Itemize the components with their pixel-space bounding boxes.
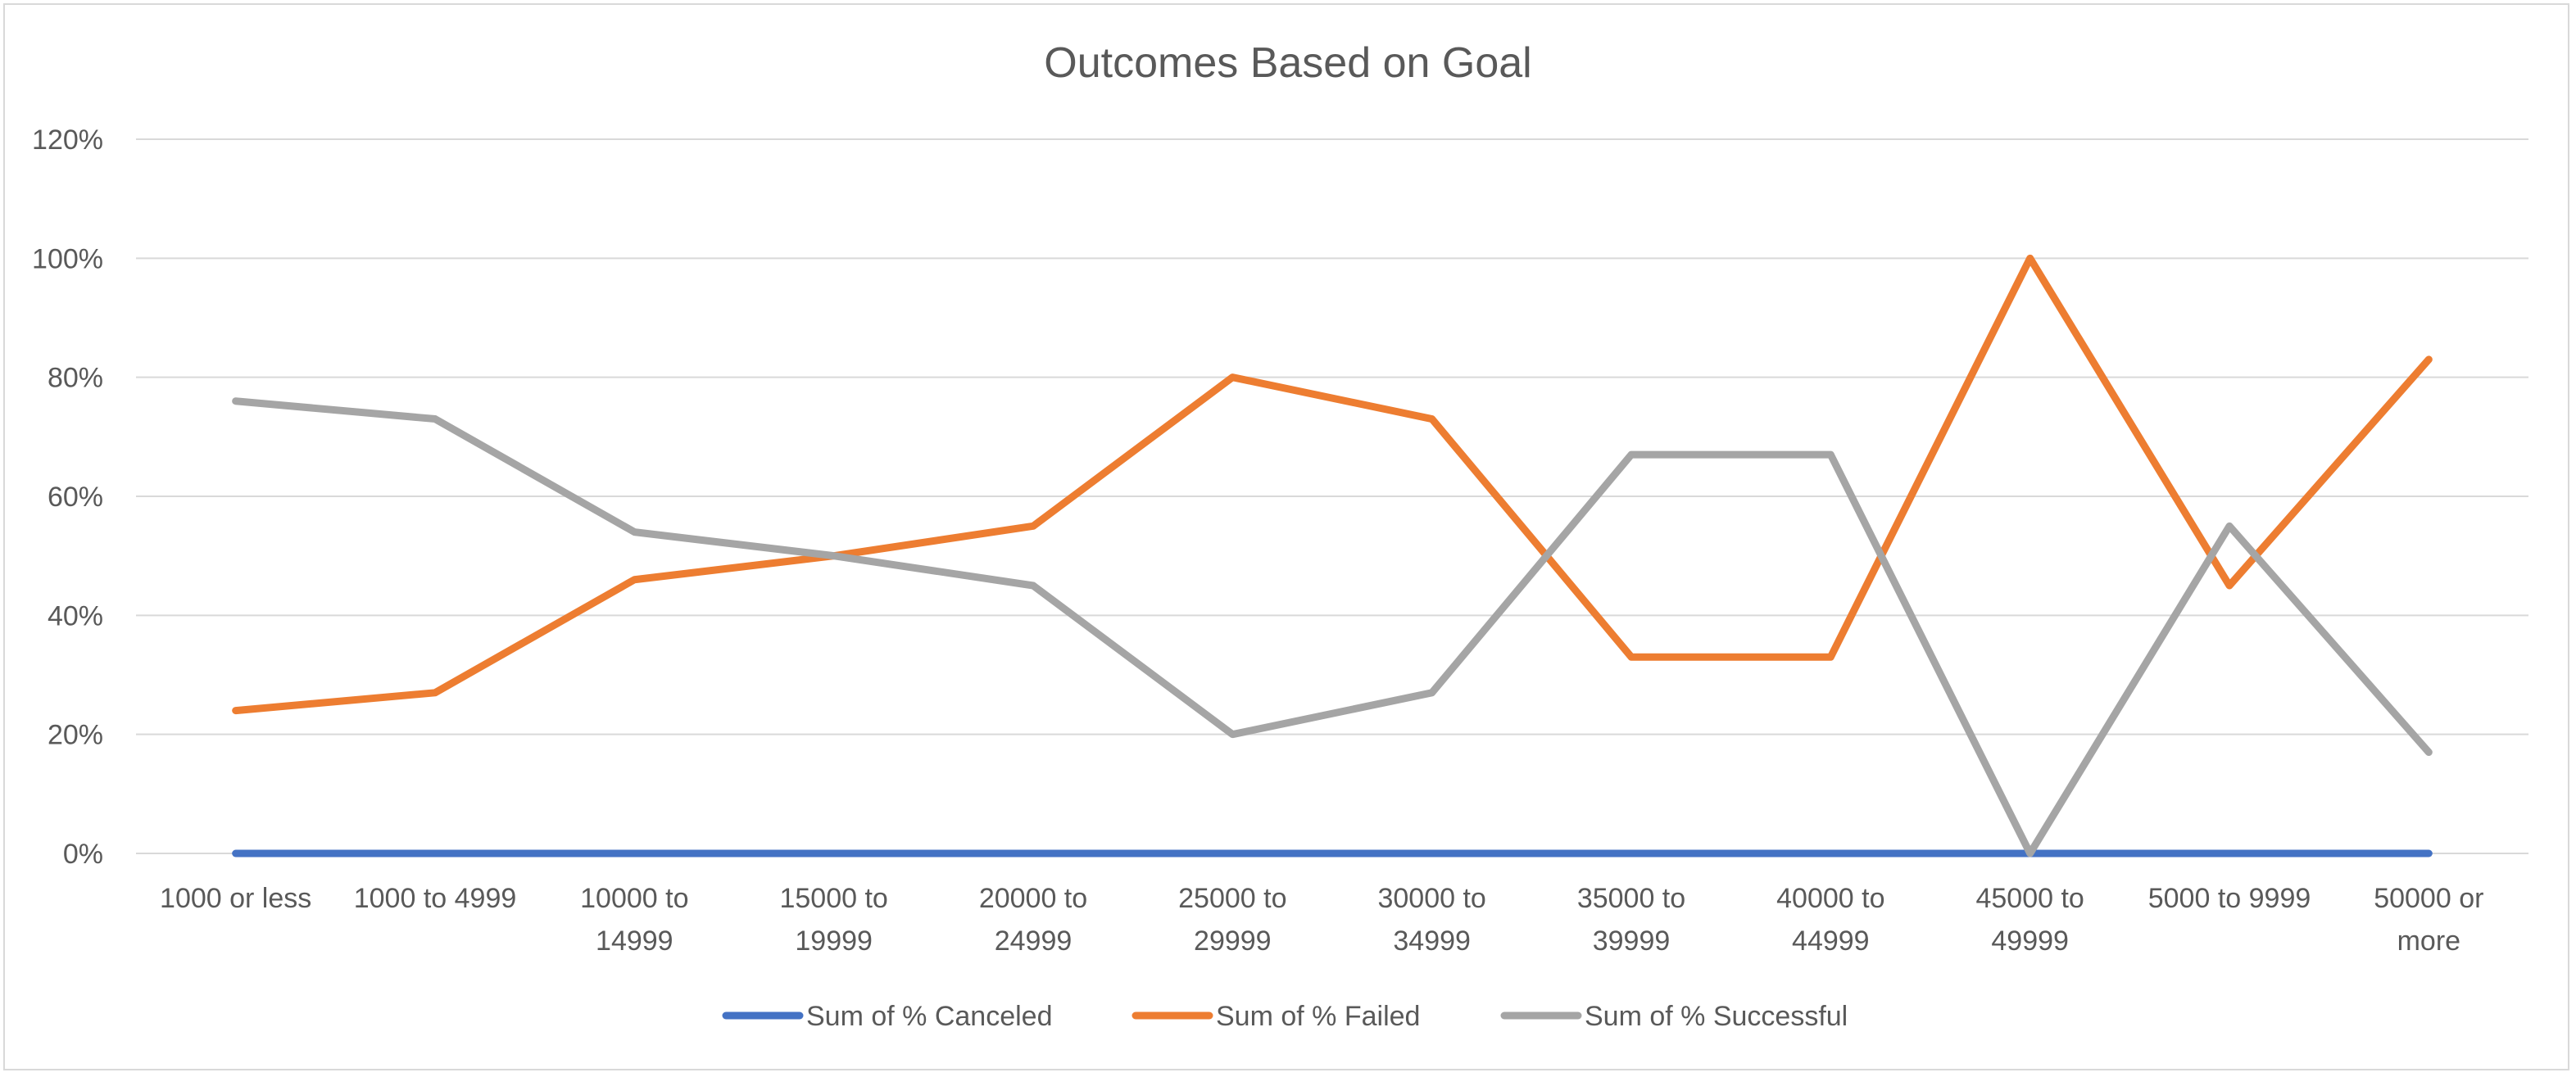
x-tick-label-line: 5000 to 9999 — [2148, 883, 2311, 914]
x-tick-label: 50000 or more — [2374, 883, 2483, 957]
x-tick-label-line: 50000 or — [2374, 883, 2483, 914]
x-tick-label-line: 19999 — [795, 925, 873, 957]
x-tick-label-line: 45000 to — [1975, 883, 2084, 914]
y-tick-label: 40% — [48, 600, 103, 631]
x-tick-label-line: more — [2397, 925, 2460, 957]
gridlines — [136, 138, 2528, 854]
x-tick-label: 15000 to 19999 — [779, 883, 887, 957]
y-tick-label: 0% — [63, 839, 103, 870]
x-tick-label: 35000 to 39999 — [1577, 883, 1685, 957]
series-line-2 — [232, 397, 2433, 858]
series-lines — [232, 254, 2433, 858]
x-tick-label-line: 14999 — [596, 925, 673, 957]
y-tick-label: 120% — [32, 124, 103, 156]
x-tick-label: 45000 to 49999 — [1975, 883, 2084, 957]
legend-label: Sum of % Successful — [1585, 1001, 1848, 1032]
x-tick-label-line: 10000 to — [580, 883, 688, 914]
legend: Sum of % Canceled Sum of % Failed Sum of %… — [722, 1001, 1848, 1032]
x-tick-label-line: 39999 — [1593, 925, 1671, 957]
x-tick-label-line: 49999 — [1991, 925, 2069, 957]
x-tick-label-line: 24999 — [995, 925, 1073, 957]
x-tick-label-line: 29999 — [1194, 925, 1272, 957]
x-axis-ticks: 1000 or less 1000 to 4999 10000 to 14999 150… — [160, 883, 2483, 957]
x-tick-label-line: 1000 to 4999 — [354, 883, 517, 914]
chart-title: Outcomes Based on Goal — [1044, 39, 1531, 87]
x-tick-label-line: 25000 to — [1178, 883, 1286, 914]
x-tick-label-line: 20000 to — [979, 883, 1087, 914]
x-tick-label-line: 40000 to — [1776, 883, 1884, 914]
x-tick-label-line: 30000 to — [1377, 883, 1485, 914]
y-axis-ticks: 0% 20% 40% 60% 80% 100% 120% — [32, 124, 103, 870]
y-tick-label: 20% — [48, 720, 103, 751]
y-tick-label: 60% — [48, 482, 103, 513]
x-tick-label: 1000 or less — [160, 883, 311, 914]
x-tick-label: 1000 to 4999 — [354, 883, 517, 914]
x-tick-label: 10000 to 14999 — [580, 883, 688, 957]
x-tick-label-line: 34999 — [1393, 925, 1471, 957]
y-tick-label: 80% — [48, 363, 103, 394]
x-tick-label: 5000 to 9999 — [2148, 883, 2311, 914]
chart-frame — [3, 3, 2569, 1070]
x-tick-label: 25000 to 29999 — [1178, 883, 1286, 957]
y-tick-label: 100% — [32, 243, 103, 274]
x-tick-label: 40000 to 44999 — [1776, 883, 1884, 957]
legend-label: Sum of % Failed — [1216, 1001, 1420, 1032]
legend-label: Sum of % Canceled — [806, 1001, 1053, 1032]
x-tick-label-line: 15000 to — [779, 883, 887, 914]
x-tick-label-line: 35000 to — [1577, 883, 1685, 914]
x-tick-label-line: 1000 or less — [160, 883, 311, 914]
x-tick-label: 30000 to 34999 — [1377, 883, 1485, 957]
series-line-1 — [232, 254, 2433, 715]
x-tick-label: 20000 to 24999 — [979, 883, 1087, 957]
x-tick-label-line: 44999 — [1792, 925, 1870, 957]
